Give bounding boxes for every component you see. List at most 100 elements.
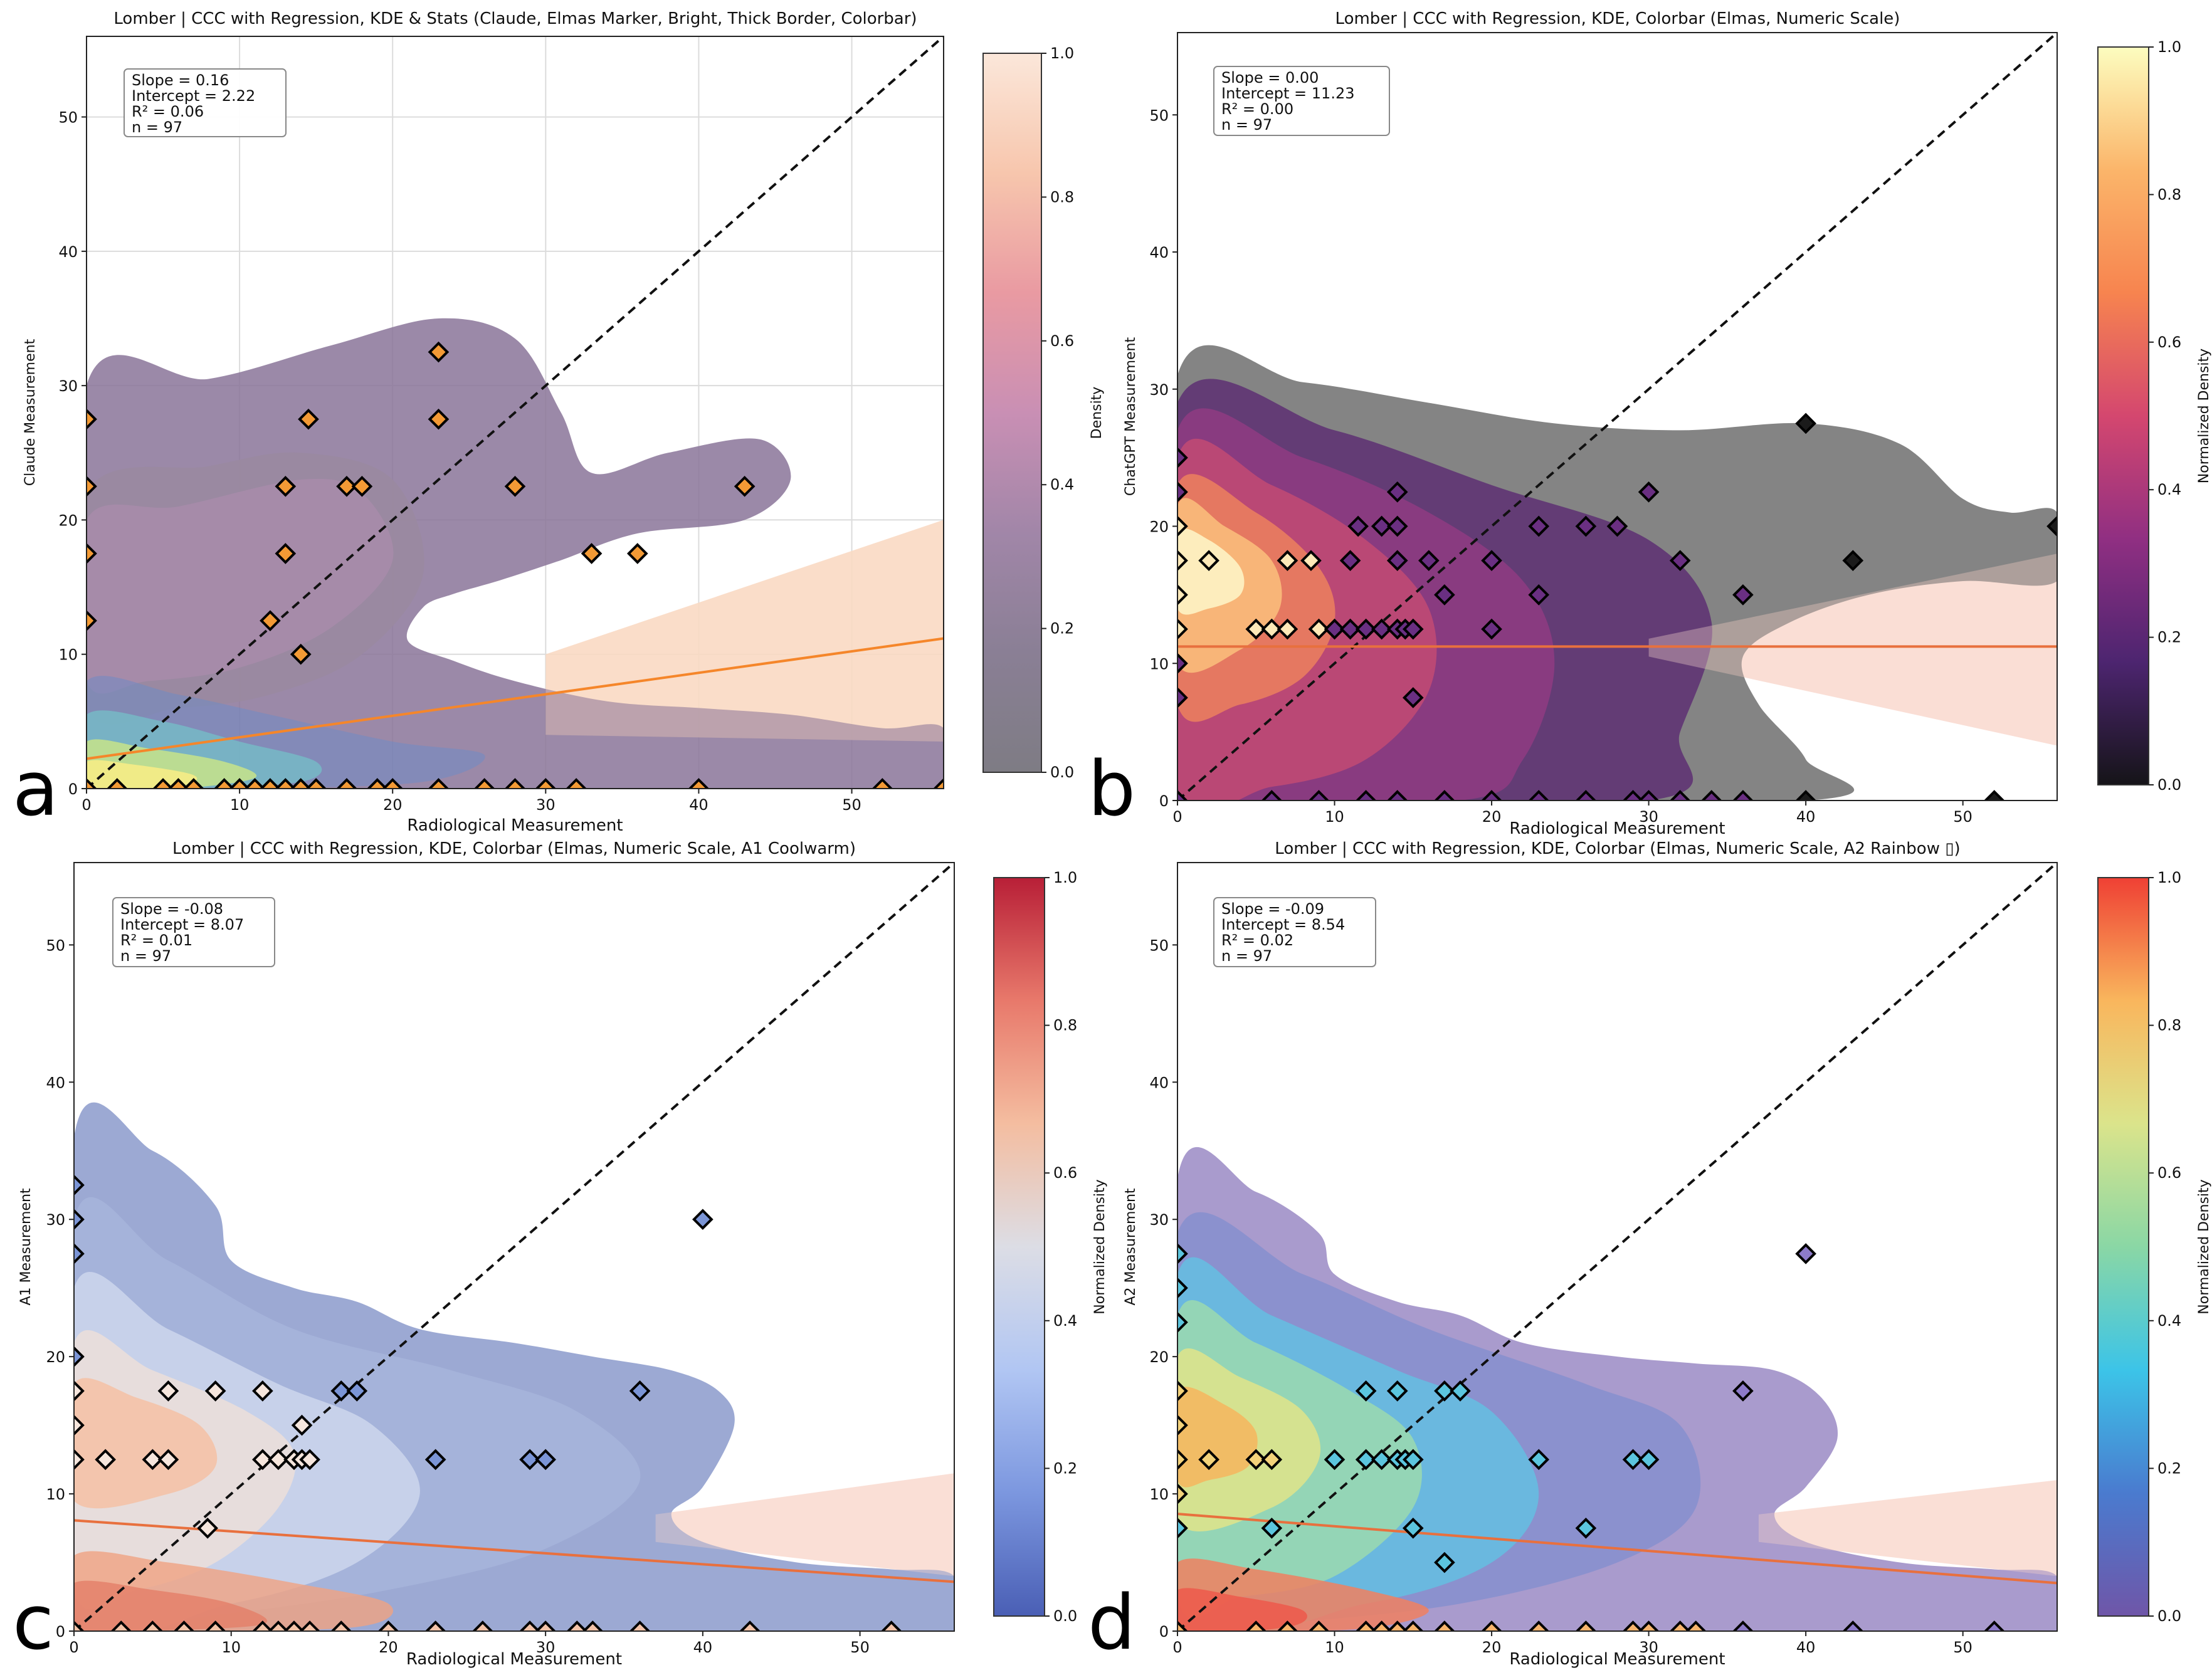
stats-line: R² = 0.01 <box>120 932 192 949</box>
colorbar-tick-label: 0.8 <box>1053 1017 1077 1034</box>
x-tick-label: 40 <box>1796 808 1816 826</box>
data-point <box>173 1620 195 1631</box>
data-point <box>1177 790 1188 801</box>
data-point <box>305 778 327 789</box>
data-point <box>1386 790 1408 801</box>
data-point <box>1638 1620 1660 1631</box>
stats-box-frame <box>112 897 275 967</box>
x-axis-label: Radiological Measurement <box>407 816 623 835</box>
data-point <box>252 1380 273 1402</box>
data-point <box>1261 618 1283 640</box>
data-point <box>1355 1380 1377 1402</box>
confidence-band-overlay <box>545 520 944 742</box>
colorbar-label: Normalized Density <box>2196 1179 2212 1314</box>
data-point <box>1177 653 1188 675</box>
data-point <box>472 1620 493 1631</box>
data-point <box>299 1449 320 1471</box>
y-tick-label: 10 <box>1149 1486 1169 1503</box>
data-point <box>1177 1243 1188 1264</box>
y-tick-label: 20 <box>46 1348 65 1366</box>
y-tick-label: 40 <box>1149 244 1169 261</box>
data-point <box>95 1449 116 1471</box>
x-tick-label: 10 <box>230 796 250 814</box>
data-point <box>275 778 297 789</box>
data-point <box>582 1620 604 1631</box>
data-point <box>157 1380 179 1402</box>
data-point <box>1528 515 1550 537</box>
colorbar-tick-label: 0.2 <box>2157 629 2181 646</box>
x-tick-label: 30 <box>1639 808 1658 826</box>
data-point <box>283 1620 305 1631</box>
colorbar-tick-label: 0.6 <box>2157 1164 2181 1182</box>
data-point <box>1347 515 1369 537</box>
data-point <box>629 1380 651 1402</box>
data-point <box>1177 1517 1188 1539</box>
data-point <box>428 778 450 789</box>
stats-box-frame <box>1213 897 1376 967</box>
data-point <box>1177 1620 1188 1631</box>
x-tick-label: 0 <box>1172 808 1182 826</box>
plot-content <box>74 863 954 1631</box>
identity-line <box>1177 863 2057 1631</box>
data-point <box>1324 618 1346 640</box>
colorbar-label: Normalized Density <box>1092 1179 1108 1314</box>
y-axis-label: A2 Measurement <box>1123 1188 1139 1305</box>
data-point <box>290 778 312 789</box>
x-tick-label: 0 <box>82 796 91 814</box>
data-point <box>1277 550 1298 572</box>
x-tick-label: 20 <box>383 796 403 814</box>
colorbar-tick-label: 0.4 <box>1050 476 1074 493</box>
stats-line: Intercept = 8.54 <box>1221 916 1345 933</box>
data-point <box>377 1620 399 1631</box>
data-point <box>1386 515 1408 537</box>
colorbar: 0.0 0.2 0.4 0.6 0.8 1.0 Normalized Density <box>2097 38 2212 794</box>
data-point <box>1575 1620 1597 1631</box>
colorbar-label: Normalized Density <box>2196 349 2212 483</box>
stats-line: Intercept = 11.23 <box>1221 85 1354 102</box>
axis-ticks: 0 10 20 30 40 50 0 10 20 30 40 50 <box>58 109 861 814</box>
axes-frame <box>86 36 944 789</box>
kde-contour-5 <box>1177 528 1245 615</box>
data-point <box>336 476 357 497</box>
data-point <box>1386 1620 1408 1631</box>
data-point <box>1732 1380 1754 1402</box>
confidence-band <box>545 520 944 742</box>
colorbar: 0.0 0.2 0.4 0.6 0.8 1.0 Normalized Density <box>2097 869 2212 1625</box>
panel-title: Lomber | CCC with Regression, KDE, Color… <box>1335 9 1900 28</box>
y-tick-label: 50 <box>46 937 65 954</box>
data-point <box>204 1380 226 1402</box>
data-point <box>1198 1449 1219 1471</box>
colorbar: 0.0 0.2 0.4 0.6 0.8 1.0 Normalized Density <box>993 869 1108 1625</box>
data-point <box>1700 790 1722 801</box>
y-axis-label: Claude Measurement <box>23 339 38 486</box>
data-point <box>142 1620 164 1631</box>
data-point <box>1177 447 1188 468</box>
axis-ticks: 0 10 20 30 40 50 0 10 20 30 40 50 <box>1149 937 1972 1656</box>
data-point <box>1177 1449 1188 1471</box>
x-axis-label: Radiological Measurement <box>406 1650 622 1669</box>
colorbar-tick-label: 1.0 <box>2157 869 2181 886</box>
x-axis-label: Radiological Measurement <box>1509 819 1725 838</box>
data-point <box>1198 550 1219 572</box>
colorbar-tick-label: 1.0 <box>2157 38 2181 56</box>
data-point <box>336 778 357 789</box>
data-point <box>229 778 250 789</box>
y-axis-label: A1 Measurement <box>18 1188 34 1305</box>
data-point <box>167 778 189 789</box>
data-point <box>1402 1517 1424 1539</box>
data-point <box>1339 550 1361 572</box>
panel-c: Lomber | CCC with Regression, KDE, Color… <box>13 839 1108 1669</box>
x-tick-label: 50 <box>1953 808 1972 826</box>
data-point <box>142 1449 164 1471</box>
data-point <box>1277 618 1298 640</box>
kde-contour-5 <box>74 1580 268 1631</box>
colorbar-tick-label: 0.8 <box>2157 186 2181 203</box>
y-tick-label: 20 <box>1149 518 1169 536</box>
x-tick-label: 30 <box>536 796 556 814</box>
y-tick-label: 0 <box>1159 1623 1169 1641</box>
x-tick-label: 0 <box>1172 1639 1182 1656</box>
y-tick-label: 30 <box>58 377 78 395</box>
